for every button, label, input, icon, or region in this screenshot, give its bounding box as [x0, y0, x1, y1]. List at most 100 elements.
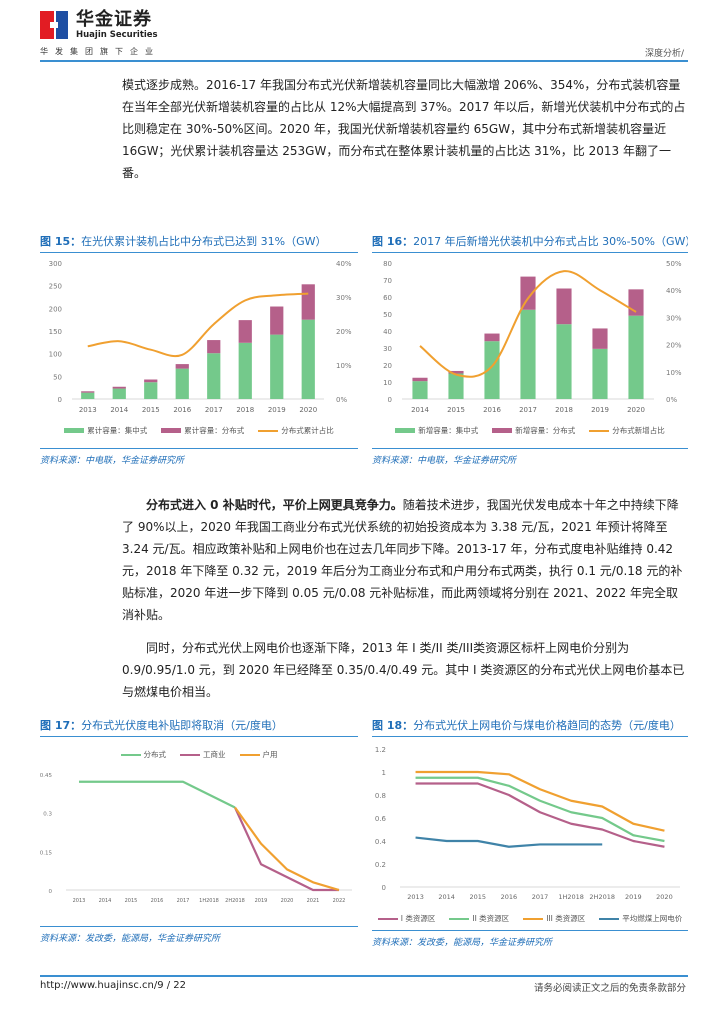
- paragraph-3: 同时，分布式光伏上网电价也逐渐下降，2013 年 I 类/II 类/III类资源…: [122, 637, 688, 703]
- svg-text:2019: 2019: [591, 406, 609, 414]
- footer-page-url[interactable]: http://www.huajinsc.cn/9 / 22: [40, 980, 187, 991]
- svg-text:2013: 2013: [407, 893, 424, 901]
- svg-text:10%: 10%: [336, 362, 352, 370]
- svg-text:0: 0: [388, 396, 392, 404]
- svg-text:2014: 2014: [99, 898, 112, 904]
- svg-text:30%: 30%: [666, 314, 682, 322]
- svg-text:150: 150: [49, 328, 62, 336]
- svg-text:2020: 2020: [299, 406, 317, 414]
- paragraph-3-text: 同时，分布式光伏上网电价也逐渐下降，2013 年 I 类/II 类/III类资源…: [122, 641, 685, 699]
- paragraph-2: 分布式进入 0 补贴时代，平价上网更具竞争力。随着技术进步，我国光伏发电成本十年…: [122, 494, 688, 626]
- svg-text:1H2018: 1H2018: [558, 893, 584, 901]
- svg-text:40%: 40%: [336, 260, 352, 268]
- logo-mark-icon: [40, 11, 68, 39]
- legend-item: I 类资源区: [377, 913, 435, 924]
- svg-text:0%: 0%: [336, 396, 347, 404]
- header-divider: [40, 60, 688, 62]
- svg-text:2019: 2019: [625, 893, 642, 901]
- chart-17-legend: 分布式 工商业 户用: [40, 749, 358, 760]
- figure-16: 图 16：2017 年后新增光伏装机中分布式占比 30%-50%（GW） 0 10…: [372, 233, 688, 466]
- svg-text:2017: 2017: [205, 406, 223, 414]
- svg-text:2016: 2016: [501, 893, 518, 901]
- legend-item: 新增容量：集中式: [395, 425, 478, 436]
- svg-text:0.8: 0.8: [375, 792, 386, 800]
- svg-text:2018: 2018: [555, 406, 573, 414]
- logo-en: Huajin Securities: [76, 30, 158, 40]
- svg-text:0.4: 0.4: [375, 838, 387, 846]
- svg-text:2014: 2014: [438, 893, 455, 901]
- svg-text:2014: 2014: [110, 406, 128, 414]
- svg-text:0%: 0%: [666, 396, 677, 404]
- svg-text:2015: 2015: [125, 898, 138, 904]
- svg-text:2017: 2017: [177, 898, 190, 904]
- svg-text:100: 100: [49, 351, 62, 359]
- legend-item: II 类资源区: [449, 913, 509, 924]
- svg-text:2014: 2014: [411, 406, 429, 414]
- svg-text:20%: 20%: [666, 342, 682, 350]
- legend-item: 分布式: [120, 749, 166, 760]
- legend-item: 累计容量：分布式: [161, 425, 244, 436]
- svg-text:2019: 2019: [268, 406, 286, 414]
- svg-text:2013: 2013: [73, 898, 86, 904]
- svg-text:2H2018: 2H2018: [225, 898, 245, 904]
- tagline: 华发集团旗下企业: [40, 47, 160, 56]
- svg-text:50: 50: [53, 373, 62, 381]
- svg-text:10: 10: [383, 379, 392, 387]
- svg-text:2020: 2020: [656, 893, 673, 901]
- paragraph-2-lead: 分布式进入 0 补贴时代，平价上网更具竞争力。: [146, 498, 403, 512]
- svg-text:0: 0: [58, 396, 62, 404]
- legend-item: III 类资源区: [523, 913, 585, 924]
- svg-text:0.15: 0.15: [40, 850, 52, 856]
- legend-item: 工商业: [180, 749, 226, 760]
- svg-text:2017: 2017: [519, 406, 537, 414]
- svg-text:1.2: 1.2: [375, 746, 386, 754]
- svg-text:2015: 2015: [447, 406, 465, 414]
- svg-text:300: 300: [49, 260, 62, 268]
- svg-text:2017: 2017: [532, 893, 549, 901]
- svg-text:2015: 2015: [470, 893, 487, 901]
- chart-16: 0 10 20 30 40 50 60 70 80 0% 10% 20% 30% 40% 50% 2014 20…: [383, 260, 682, 414]
- svg-text:2015: 2015: [142, 406, 160, 414]
- svg-text:70: 70: [383, 277, 392, 285]
- svg-text:80: 80: [383, 260, 392, 268]
- svg-text:0.45: 0.45: [40, 773, 52, 779]
- svg-text:60: 60: [383, 294, 392, 302]
- chart-16-legend: 新增容量：集中式 新增容量：分布式 分布式新增占比: [372, 425, 688, 436]
- page-header: 华金证券 Huajin Securities 华发集团旗下企业 深度分析/: [40, 8, 688, 60]
- legend-item: 分布式累计占比: [258, 425, 334, 436]
- svg-text:30: 30: [383, 345, 392, 353]
- legend-item: 户用: [239, 749, 278, 760]
- svg-text:20%: 20%: [336, 328, 352, 336]
- svg-text:30%: 30%: [336, 294, 352, 302]
- figure-16-source: 资料来源：中电联，华金证券研究所: [372, 448, 688, 466]
- svg-text:2018: 2018: [236, 406, 254, 414]
- svg-text:40%: 40%: [666, 287, 682, 295]
- svg-text:0: 0: [382, 884, 386, 892]
- figure-18: 图 18：分布式光伏上网电价与煤电价格趋同的态势（元/度电） 0 0.2 0.4 0.…: [372, 717, 688, 948]
- figure-15: 图 15：在光伏累计装机占比中分布式已达到 31%（GW） 0 50 100 150 2…: [40, 233, 358, 466]
- svg-text:2020: 2020: [627, 406, 645, 414]
- legend-item: 分布式新增占比: [589, 425, 665, 436]
- section-tag: 深度分析/: [644, 49, 684, 59]
- svg-text:20: 20: [383, 362, 392, 370]
- svg-text:50%: 50%: [666, 260, 682, 268]
- svg-text:200: 200: [49, 305, 62, 313]
- svg-text:2019: 2019: [255, 898, 268, 904]
- svg-text:2022: 2022: [333, 898, 346, 904]
- logo-cn: 华金证券: [76, 9, 152, 30]
- figure-17-title: 图 17：分布式光伏度电补贴即将取消（元/度电）: [40, 717, 358, 737]
- svg-text:2016: 2016: [483, 406, 501, 414]
- figure-17: 图 17：分布式光伏度电补贴即将取消（元/度电） 分布式 工商业 户用 0 0.15 0…: [40, 717, 358, 944]
- svg-text:2016: 2016: [151, 898, 164, 904]
- footer-divider: [40, 975, 688, 977]
- figure-15-source: 资料来源：中电联，华金证券研究所: [40, 448, 358, 466]
- svg-text:0.6: 0.6: [375, 815, 387, 823]
- figure-15-title: 图 15：在光伏累计装机占比中分布式已达到 31%（GW）: [40, 233, 358, 253]
- legend-item: 累计容量：集中式: [64, 425, 147, 436]
- paragraph-1-text: 模式逐步成熟。2016-17 年我国分布式光伏新增装机容量同比大幅激增 206%…: [122, 78, 686, 180]
- legend-item: 新增容量：分布式: [492, 425, 575, 436]
- svg-text:1H2018: 1H2018: [199, 898, 219, 904]
- figure-16-title: 图 16：2017 年后新增光伏装机中分布式占比 30%-50%（GW）: [372, 233, 688, 253]
- footer-disclaimer: 请务必阅读正文之后的免责条款部分: [533, 983, 686, 994]
- paragraph-2-text: 随着技术进步，我国光伏发电成本十年之中持续下降了 90%以上，2020 年我国工…: [122, 498, 683, 622]
